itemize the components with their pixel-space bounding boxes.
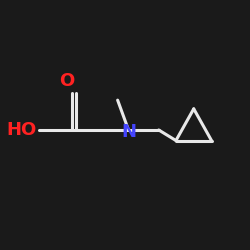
Text: HO: HO [6,121,37,139]
Text: O: O [59,72,74,90]
Text: N: N [121,124,136,142]
